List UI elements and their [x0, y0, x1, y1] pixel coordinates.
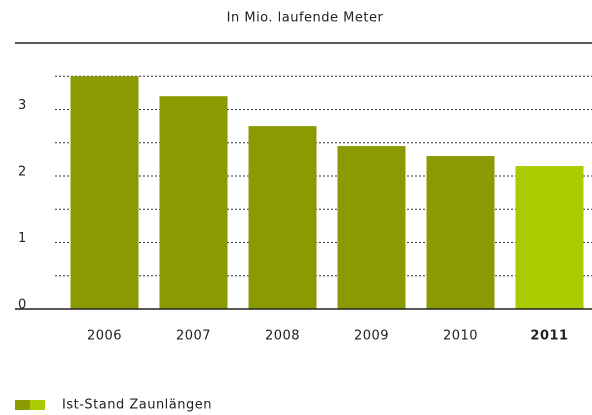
- chart-title: In Mio. laufende Meter: [227, 11, 384, 26]
- bar: [159, 96, 228, 309]
- bar: [248, 126, 317, 309]
- x-tick-label: 2009: [354, 329, 389, 344]
- y-tick-label: 0: [18, 298, 27, 313]
- y-tick-label: 1: [18, 231, 27, 246]
- x-tick-label: 2008: [265, 329, 300, 344]
- x-tick-label: 2010: [443, 329, 478, 344]
- legend-label: Ist-Stand Zaunlängen: [62, 398, 212, 413]
- bar: [515, 166, 584, 309]
- bar: [337, 146, 406, 309]
- legend-swatch: [30, 400, 45, 410]
- x-tick-label: 2011: [530, 329, 568, 344]
- bar: [70, 76, 139, 309]
- y-tick-label: 3: [18, 98, 27, 113]
- bar: [426, 156, 495, 309]
- legend-swatch: [15, 400, 30, 410]
- x-tick-label: 2007: [176, 329, 211, 344]
- y-tick-label: 2: [18, 165, 27, 180]
- x-tick-label: 2006: [87, 329, 122, 344]
